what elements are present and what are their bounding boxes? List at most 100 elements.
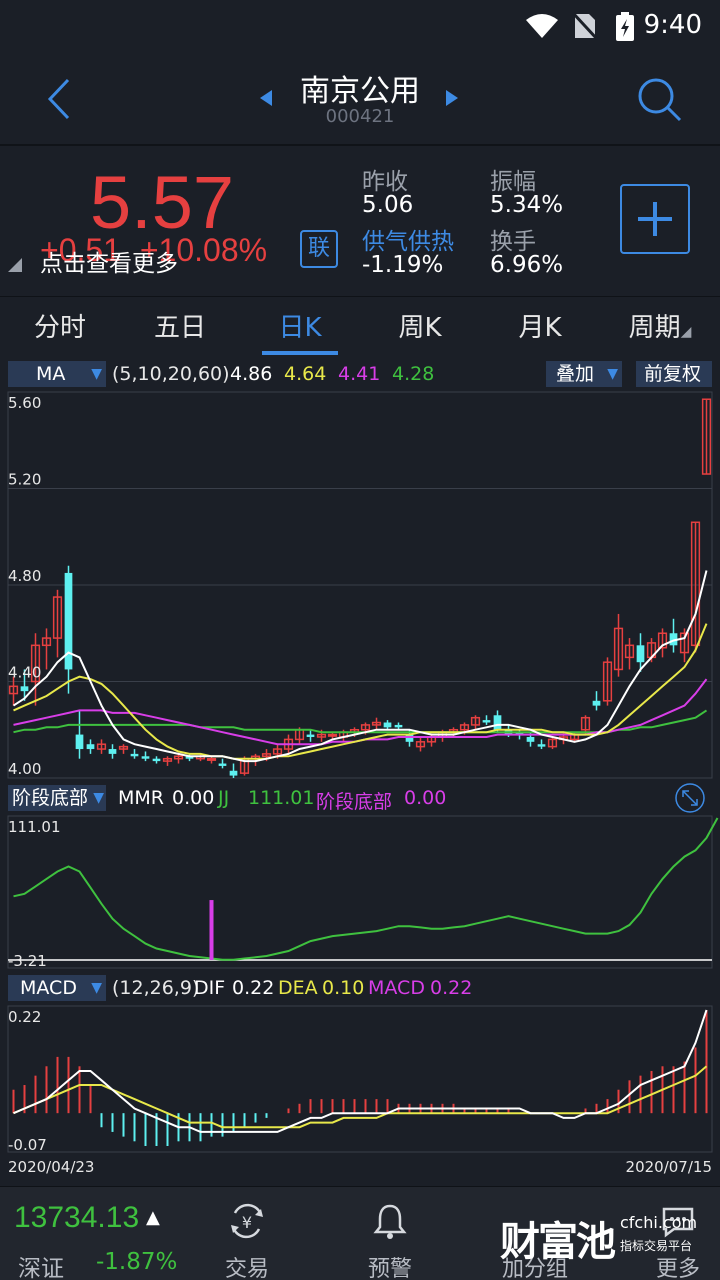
linked-button[interactable]: 联 [300, 230, 338, 268]
brand-watermark: 财富池 cfchi.com 指标交易平台 [500, 1207, 720, 1267]
candle-body [602, 661, 613, 702]
tab-period[interactable]: 周期◢ [600, 307, 720, 344]
candle-body [173, 755, 184, 760]
candle-body [8, 685, 19, 695]
nav-alert[interactable]: 预警 [340, 1201, 440, 1280]
candle-body [636, 645, 645, 663]
svg-text:¥: ¥ [242, 1213, 252, 1232]
prev-stock-icon[interactable] [258, 88, 274, 108]
bell-icon [373, 1204, 407, 1239]
ma-legend: MA ▼ (5,10,20,60) 4.86 4.64 4.41 4.28 叠加… [0, 358, 720, 390]
sector-label[interactable]: 供气供热 [362, 229, 454, 255]
back-arrow-icon[interactable] [36, 74, 86, 124]
candle-body [206, 757, 217, 761]
candle-body [118, 745, 129, 750]
turnover-label: 换手 [490, 229, 536, 255]
candle-body [41, 637, 52, 647]
candle-body [327, 733, 338, 737]
nav-more[interactable]: 更多 [628, 1201, 720, 1280]
next-stock-icon[interactable] [444, 88, 460, 108]
macd-value: 0.22 [430, 977, 473, 999]
candle-body [547, 738, 558, 748]
dea-line [13, 1065, 708, 1129]
candle-body [52, 596, 63, 639]
candle-body [592, 700, 601, 706]
jdbd-label: 阶段底部 [316, 791, 393, 813]
trade-yen-icon: ¥ [231, 1203, 263, 1239]
candle-body [701, 398, 712, 475]
candle-body [482, 720, 491, 723]
index-widget[interactable]: 13734.13 ▲ 深证 -1.87% [14, 1201, 184, 1280]
candle-body [261, 753, 272, 758]
ma-selector-label: MA [36, 363, 66, 385]
jdbd-value: 0.00 [404, 787, 447, 809]
adjust-button[interactable]: 前复权 [636, 361, 712, 387]
candle-body [657, 632, 668, 649]
jdbd-selector[interactable]: 阶段底部 ▼ [8, 785, 106, 811]
candle-body [459, 724, 470, 731]
chat-bubble-icon [662, 1207, 694, 1238]
macd-selector[interactable]: MACD ▼ [8, 975, 106, 1001]
dif-line [13, 1009, 708, 1133]
nav-watchlist-label: 加分组 [501, 1257, 568, 1280]
candle-body [306, 734, 315, 737]
index-up-icon: ▲ [146, 1207, 160, 1228]
dea-value: 0.10 [322, 977, 365, 999]
nav-trade-label: 交易 [224, 1257, 269, 1280]
macd-legend: MACD ▼ (12,26,9) DIF 0.22 DEA 0.10 MACD … [0, 972, 720, 1004]
index-name: 深证 [18, 1256, 64, 1280]
tab-daily-k[interactable]: 日K [278, 313, 322, 343]
overlay-dropdown-icon: ▼ [607, 366, 618, 382]
change-amount: +0.51 [40, 232, 121, 268]
k-tick-label: 5.60 [8, 394, 41, 412]
tab-five-day[interactable]: 五日 [153, 313, 206, 343]
macd-selector-label: MACD [20, 977, 77, 999]
tab-monthly-k[interactable]: 月K [518, 313, 562, 343]
tab-weekly-k[interactable]: 周K [398, 313, 442, 343]
ma10-value: 4.64 [284, 363, 327, 385]
mmr-value: 0.00 [172, 787, 215, 809]
prev-close-value: 5.06 [362, 192, 414, 218]
jj-value: 111.01 [248, 787, 315, 809]
search-icon[interactable] [634, 74, 684, 124]
jj-line [13, 817, 719, 961]
nav-trade[interactable]: ¥ 交易 [197, 1201, 297, 1280]
nav-more-label: 更多 [655, 1257, 700, 1280]
stock-code: 000421 [325, 106, 395, 127]
jj-label: JJ [218, 787, 230, 809]
expand-corner-icon [8, 258, 22, 272]
prev-close-label: 昨收 [362, 169, 408, 195]
candle-body [20, 686, 29, 692]
charts-svg[interactable]: 5.60 5.20 4.80 4.40 4.00 111.01 -3.21 0.22 -0.07… [0, 356, 720, 1186]
tab-intraday[interactable]: 分时 [33, 313, 86, 343]
candle-body [229, 770, 238, 776]
index-change: -1.87% [96, 1249, 178, 1275]
battery-charging-icon [616, 12, 634, 41]
candle-body [64, 572, 73, 670]
k-tick-label: 4.00 [8, 760, 41, 778]
price-change: +0.51 +10.08% [40, 232, 267, 269]
j-tick-label: -3.21 [8, 952, 47, 970]
overlay-label: 叠加 [556, 363, 595, 385]
candle-body [493, 715, 502, 730]
overlay-selector[interactable]: 叠加 ▼ [546, 361, 622, 387]
ma-selector[interactable]: MA ▼ [8, 361, 106, 387]
period-tabs: 分时 五日 日K 周K 月K 周期◢ [0, 296, 720, 356]
candle-body [470, 716, 481, 726]
end-date-label: 2020/07/15 [626, 1158, 712, 1176]
add-watchlist-button[interactable] [620, 184, 690, 254]
view-more-link[interactable]: 点击查看更多 [40, 251, 178, 277]
turnover-value: 6.96% [490, 252, 564, 278]
candle-body [152, 758, 161, 762]
jdbd-dropdown-icon: ▼ [93, 790, 104, 806]
dif-label: DIF [194, 977, 226, 999]
dea-label: DEA [278, 977, 318, 999]
panel-frame [7, 815, 713, 969]
candle-body [316, 733, 327, 738]
macd-params: (12,26,9) [112, 977, 200, 999]
candle-body [515, 732, 524, 735]
candle-body [526, 736, 535, 742]
expand-icon[interactable] [674, 782, 706, 814]
jdbd-legend: 阶段底部 ▼ MMR 0.00 JJ 111.01 阶段底部 0.00 [0, 782, 720, 814]
